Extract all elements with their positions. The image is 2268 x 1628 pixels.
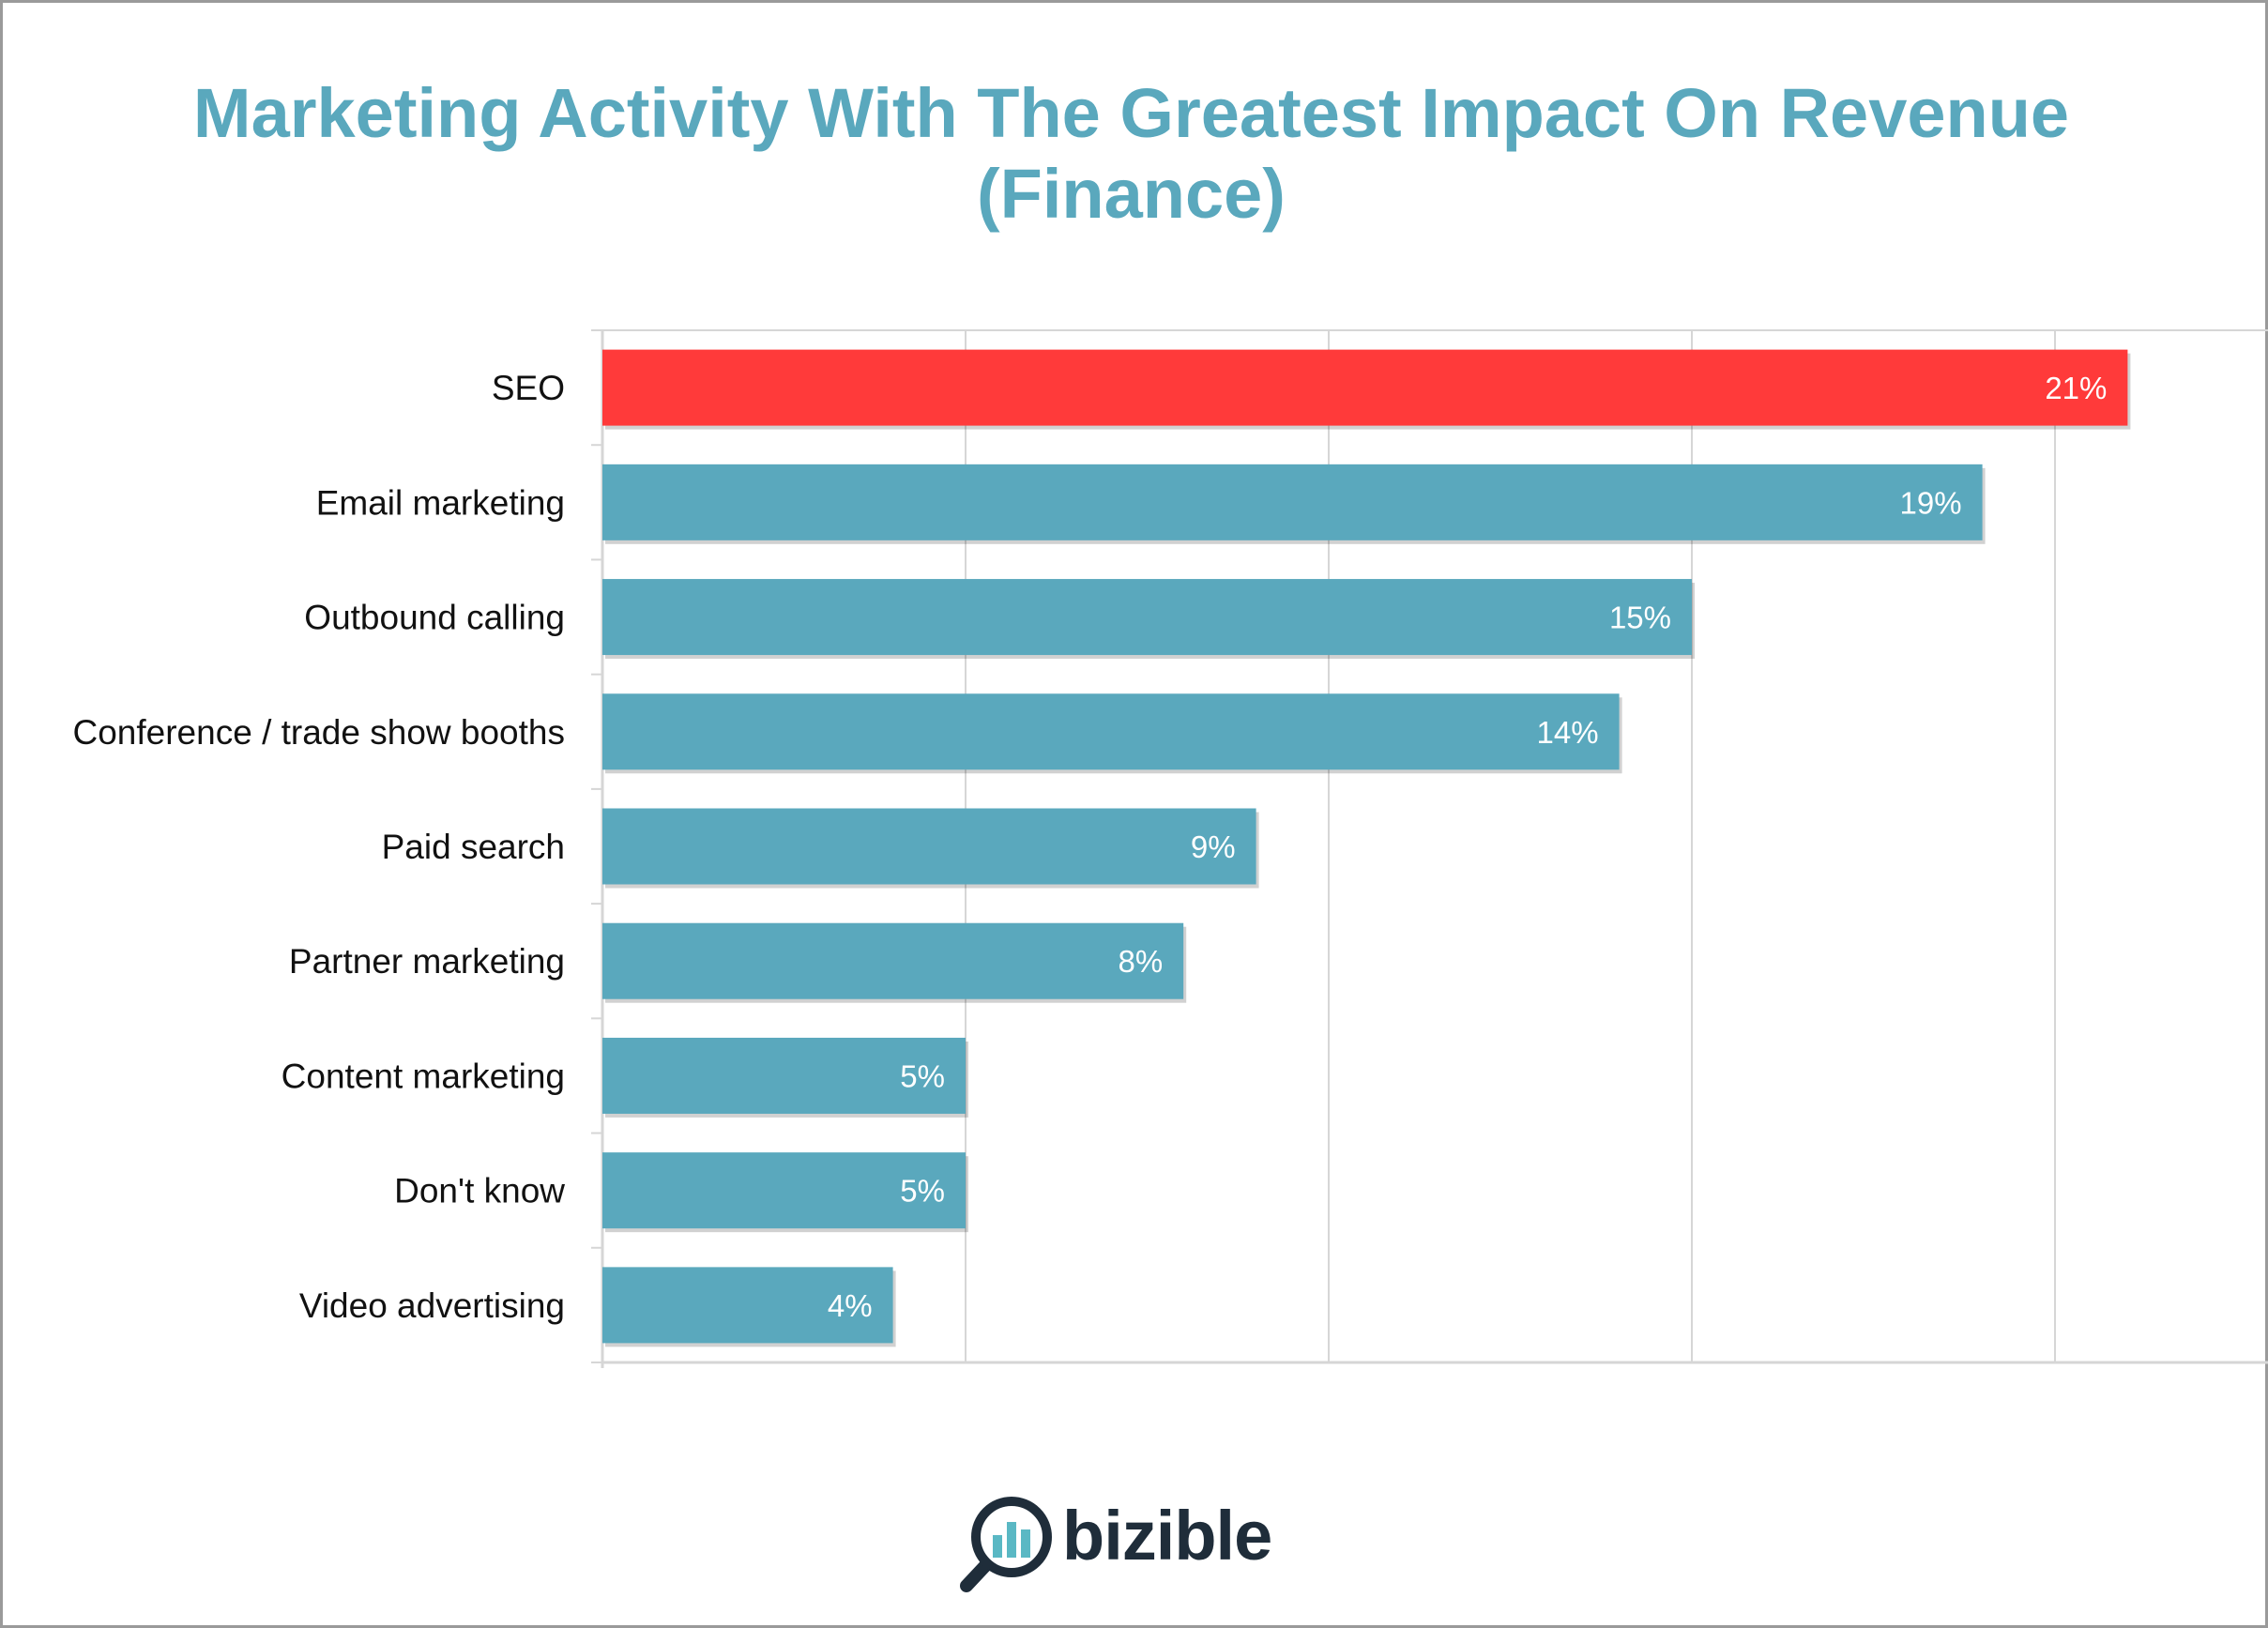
category-label-6: Content marketing bbox=[282, 1057, 565, 1095]
bar-5 bbox=[602, 922, 1184, 999]
bar-0 bbox=[602, 349, 2128, 426]
value-label-6: 5% bbox=[900, 1058, 945, 1093]
value-label-0: 21% bbox=[2045, 371, 2107, 405]
category-label-0: SEO bbox=[492, 369, 565, 407]
bar-4 bbox=[602, 808, 1256, 885]
bar-7 bbox=[602, 1152, 966, 1229]
category-label-2: Outbound calling bbox=[304, 599, 565, 637]
bar-1 bbox=[602, 464, 1983, 540]
value-label-3: 14% bbox=[1537, 715, 1599, 750]
value-label-5: 8% bbox=[1118, 944, 1163, 979]
category-label-3: Conference / trade show booths bbox=[73, 713, 566, 752]
chart-title-line-2: (Finance) bbox=[977, 155, 1286, 233]
bar-2 bbox=[602, 579, 1692, 656]
bar-6 bbox=[602, 1037, 966, 1114]
magnifier-chart-icon bbox=[960, 1497, 1052, 1592]
category-label-1: Email marketing bbox=[316, 483, 565, 522]
category-label-7: Don't know bbox=[394, 1172, 565, 1210]
chart-title: Marketing Activity With The Greatest Imp… bbox=[0, 73, 2262, 235]
bar-8 bbox=[602, 1267, 893, 1344]
logo-text: bizible bbox=[1062, 1497, 1272, 1575]
category-label-8: Video advertising bbox=[299, 1286, 565, 1325]
category-label-5: Partner marketing bbox=[289, 942, 565, 981]
chart-title-line-1: Marketing Activity With The Greatest Imp… bbox=[192, 74, 2070, 152]
category-label-4: Paid search bbox=[382, 828, 565, 866]
bizible-logo: bizible bbox=[957, 1492, 1295, 1595]
value-label-2: 15% bbox=[1609, 601, 1671, 635]
value-label-8: 4% bbox=[828, 1288, 873, 1323]
value-label-4: 9% bbox=[1191, 829, 1236, 864]
value-label-1: 19% bbox=[1900, 485, 1962, 520]
value-label-7: 5% bbox=[900, 1174, 945, 1209]
bar-3 bbox=[602, 693, 1620, 770]
